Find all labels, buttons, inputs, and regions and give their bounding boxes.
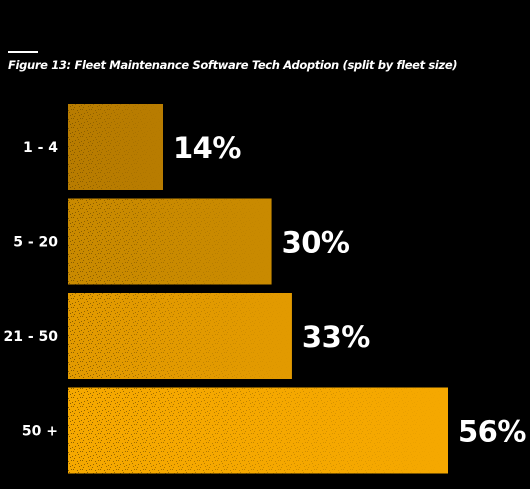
bar-texture (68, 293, 292, 379)
bar-group-1-4: 1 - 4 14% (23, 104, 242, 190)
bar-texture (68, 387, 448, 474)
chart-title: Figure 13: Fleet Maintenance Software Te… (8, 58, 458, 72)
value-label: 33% (302, 320, 370, 354)
category-label: 21 - 50 (3, 329, 58, 345)
category-label: 5 - 20 (13, 235, 58, 251)
bar-texture (68, 198, 272, 285)
title-rule (8, 51, 38, 53)
value-label: 56% (458, 415, 526, 449)
value-label: 14% (173, 131, 241, 165)
bar-texture (68, 104, 163, 190)
value-label: 30% (282, 226, 350, 260)
bar-group-5-20: 5 - 20 30% (13, 198, 350, 285)
bar-group-21-50: 21 - 50 33% (3, 293, 371, 379)
bar-group-50: 50 + 56% (22, 387, 527, 474)
category-label: 1 - 4 (23, 140, 58, 156)
category-label: 50 + (22, 424, 58, 440)
